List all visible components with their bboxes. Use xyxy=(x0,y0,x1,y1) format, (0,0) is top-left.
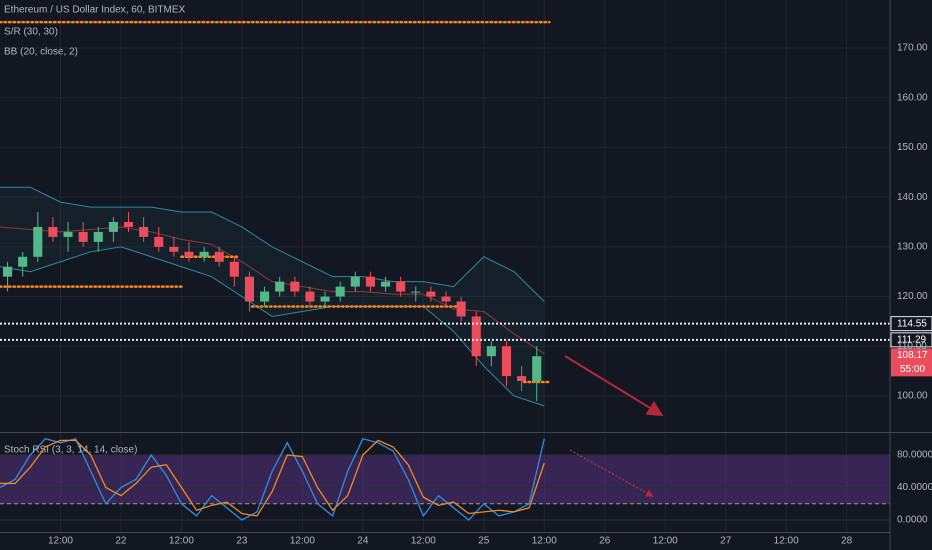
candle-body xyxy=(184,251,194,257)
bb-upper xyxy=(0,186,545,302)
candle-body xyxy=(33,226,43,257)
x-tick-label: 25 xyxy=(478,536,490,547)
candle-body xyxy=(532,356,542,382)
marks xyxy=(0,20,932,521)
candle-body xyxy=(335,286,345,297)
x-tick-label: 24 xyxy=(357,536,369,547)
candle-body xyxy=(108,221,118,232)
x-tick-label: 12:00 xyxy=(653,536,678,547)
level-badge xyxy=(890,316,932,332)
series-line xyxy=(0,437,545,521)
candle-body xyxy=(3,266,13,277)
x-tick-label: 12:00 xyxy=(169,536,194,547)
chart-title: Ethereum / US Dollar Index, 60, BITMEX xyxy=(4,5,186,16)
candle-body xyxy=(275,281,285,292)
candle-body xyxy=(380,281,391,287)
last-price-badge xyxy=(891,348,932,377)
candle-body xyxy=(320,296,330,302)
last-price-label: 108.17 xyxy=(897,350,928,361)
indicator-label: S/R (30, 30) xyxy=(4,27,58,38)
x-tick-label: 22 xyxy=(115,536,127,547)
bb-lower xyxy=(0,246,545,407)
x-tick-label: 28 xyxy=(841,536,853,547)
y-tick-label: 110.00 xyxy=(897,341,927,352)
candle-body xyxy=(305,291,315,302)
candle-body xyxy=(441,296,451,302)
candle-body xyxy=(260,291,270,302)
x-tick-label: 23 xyxy=(236,536,248,547)
candle-body xyxy=(244,276,254,302)
arrow xyxy=(564,355,664,417)
candle-body xyxy=(63,231,73,237)
candle-body xyxy=(78,231,88,242)
series-line xyxy=(0,439,545,517)
level-badge xyxy=(890,332,932,348)
x-tick-label: 12:00 xyxy=(290,536,315,547)
candle-body xyxy=(199,251,209,257)
indicator-label: BB (20, close, 2) xyxy=(4,47,78,58)
level-label: 111.29 xyxy=(897,334,927,345)
candle-body xyxy=(365,276,375,287)
x-tick-label: 27 xyxy=(720,536,732,547)
candle-body xyxy=(501,346,512,377)
y-tick-label: 100.00 xyxy=(897,391,928,402)
y-tick-label: 170.00 xyxy=(897,43,928,54)
y-tick-label: 120.00 xyxy=(897,291,928,302)
y-tick-label: 150.00 xyxy=(897,142,928,153)
candle-body xyxy=(517,376,527,382)
candle-body xyxy=(93,231,103,242)
x-tick-label: 12:00 xyxy=(532,536,557,547)
candle-body xyxy=(396,281,406,292)
candle-body xyxy=(290,281,300,292)
candle-body xyxy=(48,226,58,237)
bb-fill xyxy=(0,187,545,406)
candle-body xyxy=(426,291,436,297)
indicator-label: Stoch RSI (3, 3, 14, 14, close) xyxy=(4,445,137,456)
y-tick-label: 0.0000 xyxy=(897,515,928,526)
candle-body xyxy=(18,256,28,267)
candle-body xyxy=(123,221,134,227)
candle-body xyxy=(486,346,496,357)
y-tick-label: 40.0000 xyxy=(897,482,932,493)
band xyxy=(0,454,890,504)
candle-body xyxy=(214,251,224,262)
y-tick-label: 140.00 xyxy=(897,192,928,203)
bb-basis xyxy=(0,226,545,355)
candle-body xyxy=(411,291,421,293)
y-tick-label: 130.00 xyxy=(897,241,928,252)
candle-body xyxy=(456,301,466,317)
candle-body xyxy=(139,226,149,237)
grid xyxy=(0,0,890,532)
countdown: 55:00 xyxy=(900,364,925,375)
candle-body xyxy=(169,246,179,252)
candle-body xyxy=(350,276,360,287)
candle-body xyxy=(154,236,164,247)
y-tick-label: 80.0000 xyxy=(897,450,932,461)
x-tick-label: 12:00 xyxy=(774,536,799,547)
candle-body xyxy=(471,316,481,357)
y-tick-label: 160.00 xyxy=(897,92,928,103)
x-tick-label: 12:00 xyxy=(48,536,73,547)
x-tick-label: 12:00 xyxy=(411,536,436,547)
candle-body xyxy=(229,261,239,277)
x-tick-label: 26 xyxy=(599,536,611,547)
level-label: 114.55 xyxy=(897,318,927,329)
